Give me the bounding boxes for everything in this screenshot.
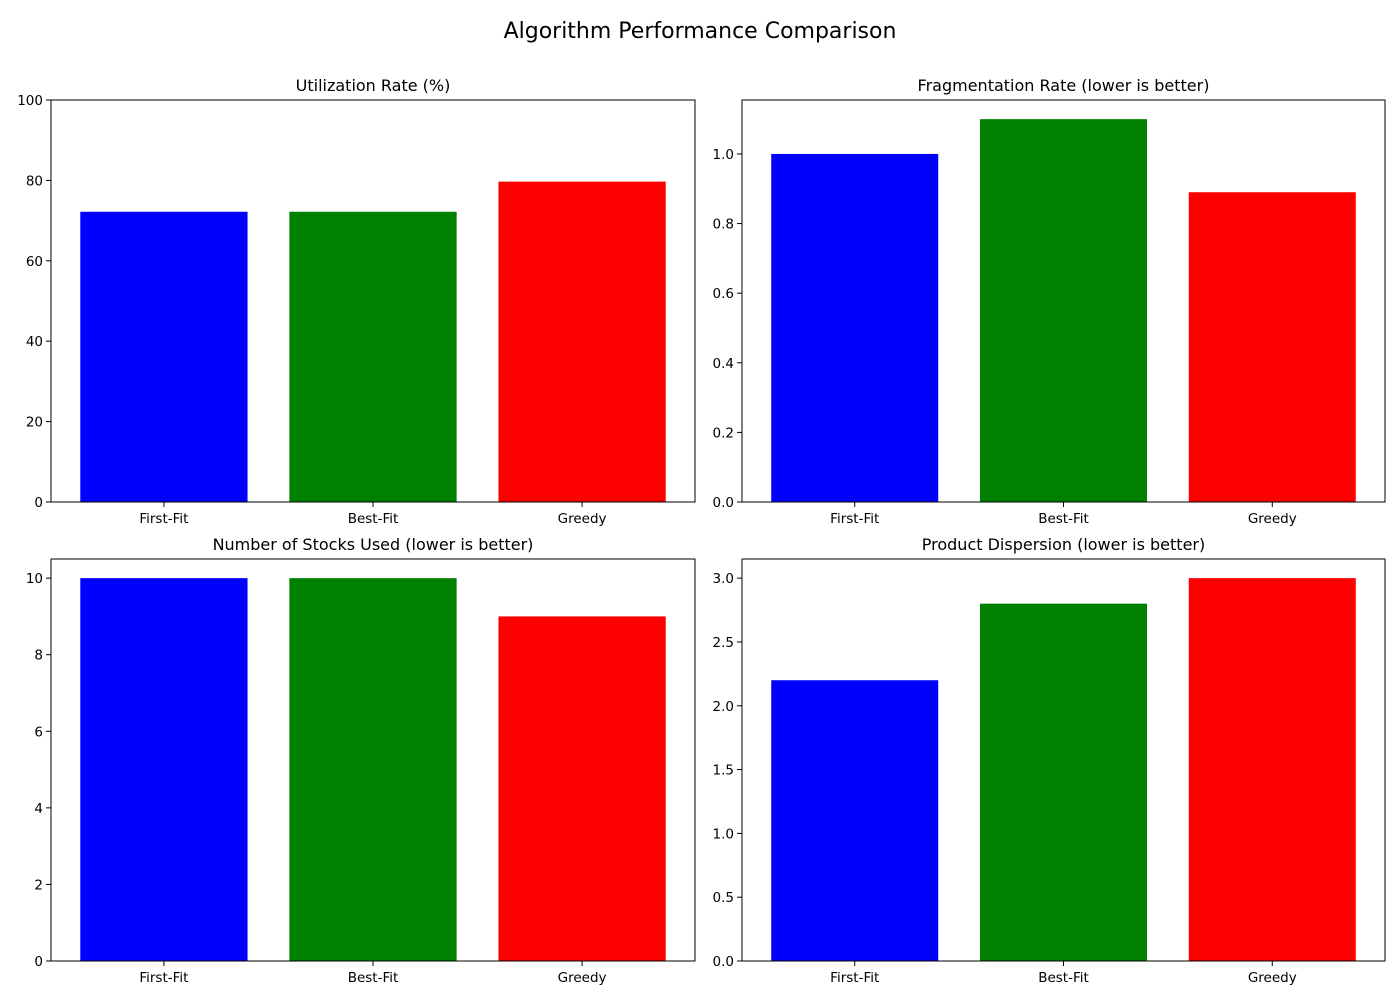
subplot-stocks-used: 0 2 4 6 8 10 First-Fit Best-Fit Greedy Number of … xyxy=(26,535,696,986)
ytick-label-stocks-used: 0 xyxy=(34,954,43,970)
panel-title-utilization: Utilization Rate (%) xyxy=(296,76,451,95)
bar-utilization-first-fit xyxy=(80,211,248,503)
subplot-dispersion: 0.0 0.5 1.0 1.5 2.0 2.5 3.0 First-Fit Best-Fit Gr… xyxy=(713,535,1386,986)
xtick-label-dispersion-greedy: Greedy xyxy=(1248,970,1297,986)
bar-fragmentation-first-fit xyxy=(771,153,939,502)
ytick-label-dispersion: 3.0 xyxy=(713,571,734,587)
xtick-label-utilization-best-fit: Best-Fit xyxy=(348,511,399,527)
xtick-label-stocks-used-best-fit: Best-Fit xyxy=(348,970,399,986)
ytick-label-stocks-used: 2 xyxy=(34,877,43,893)
ytick-label-dispersion: 1.0 xyxy=(713,826,734,842)
ytick-label-utilization: 60 xyxy=(26,254,43,270)
xtick-label-utilization-first-fit: First-Fit xyxy=(139,511,188,527)
ytick-label-utilization: 20 xyxy=(26,415,43,431)
panel-title-fragmentation: Fragmentation Rate (lower is better) xyxy=(918,76,1210,95)
bar-stocks-used-first-fit xyxy=(80,578,248,961)
ytick-label-dispersion: 0.5 xyxy=(713,890,734,906)
ytick-label-utilization: 0 xyxy=(34,495,43,511)
subplot-fragmentation: 0.0 0.2 0.4 0.6 0.8 1.0 First-Fit Best-Fit Greed… xyxy=(713,76,1386,527)
ytick-label-utilization: 100 xyxy=(17,93,43,109)
ytick-label-fragmentation: 0.0 xyxy=(713,495,734,511)
bar-utilization-best-fit xyxy=(289,211,457,503)
bar-dispersion-greedy xyxy=(1188,578,1356,961)
bar-dispersion-best-fit xyxy=(979,603,1148,961)
ytick-label-dispersion: 1.5 xyxy=(713,763,734,779)
panel-title-stocks-used: Number of Stocks Used (lower is better) xyxy=(213,535,534,554)
bar-dispersion-first-fit xyxy=(771,680,939,961)
xtick-label-stocks-used-greedy: Greedy xyxy=(558,970,607,986)
bar-stocks-used-best-fit xyxy=(289,578,457,961)
ytick-label-fragmentation: 1.0 xyxy=(713,147,734,163)
ytick-label-utilization: 40 xyxy=(26,334,43,350)
bar-stocks-used-greedy xyxy=(498,616,666,961)
bar-fragmentation-greedy xyxy=(1188,192,1356,502)
ytick-label-fragmentation: 0.6 xyxy=(713,286,734,302)
ytick-label-fragmentation: 0.2 xyxy=(713,425,734,441)
subplot-utilization: 0 20 40 60 80 100 First-Fit Best-Fit Greedy Utili… xyxy=(17,76,696,527)
panel-title-dispersion: Product Dispersion (lower is better) xyxy=(922,535,1205,554)
ytick-label-utilization: 80 xyxy=(26,173,43,189)
xtick-label-fragmentation-first-fit: First-Fit xyxy=(830,511,879,527)
xtick-label-dispersion-best-fit: Best-Fit xyxy=(1038,970,1089,986)
xtick-label-dispersion-first-fit: First-Fit xyxy=(830,970,879,986)
xtick-label-fragmentation-greedy: Greedy xyxy=(1248,511,1297,527)
ytick-label-dispersion: 2.5 xyxy=(713,635,734,651)
xtick-label-fragmentation-best-fit: Best-Fit xyxy=(1038,511,1089,527)
ytick-label-fragmentation: 0.8 xyxy=(713,217,734,233)
bar-fragmentation-best-fit xyxy=(979,119,1148,503)
ytick-label-stocks-used: 4 xyxy=(34,801,43,817)
ytick-label-stocks-used: 8 xyxy=(34,648,43,664)
bar-utilization-greedy xyxy=(498,181,666,502)
xtick-label-utilization-greedy: Greedy xyxy=(558,511,607,527)
ytick-label-fragmentation: 0.4 xyxy=(713,356,734,372)
xtick-label-stocks-used-first-fit: First-Fit xyxy=(139,970,188,986)
ytick-label-stocks-used: 6 xyxy=(34,724,43,740)
ytick-label-dispersion: 2.0 xyxy=(713,699,734,715)
ytick-label-stocks-used: 10 xyxy=(26,571,43,587)
ytick-label-dispersion: 0.0 xyxy=(713,954,734,970)
figure-title: Algorithm Performance Comparison xyxy=(504,19,897,44)
